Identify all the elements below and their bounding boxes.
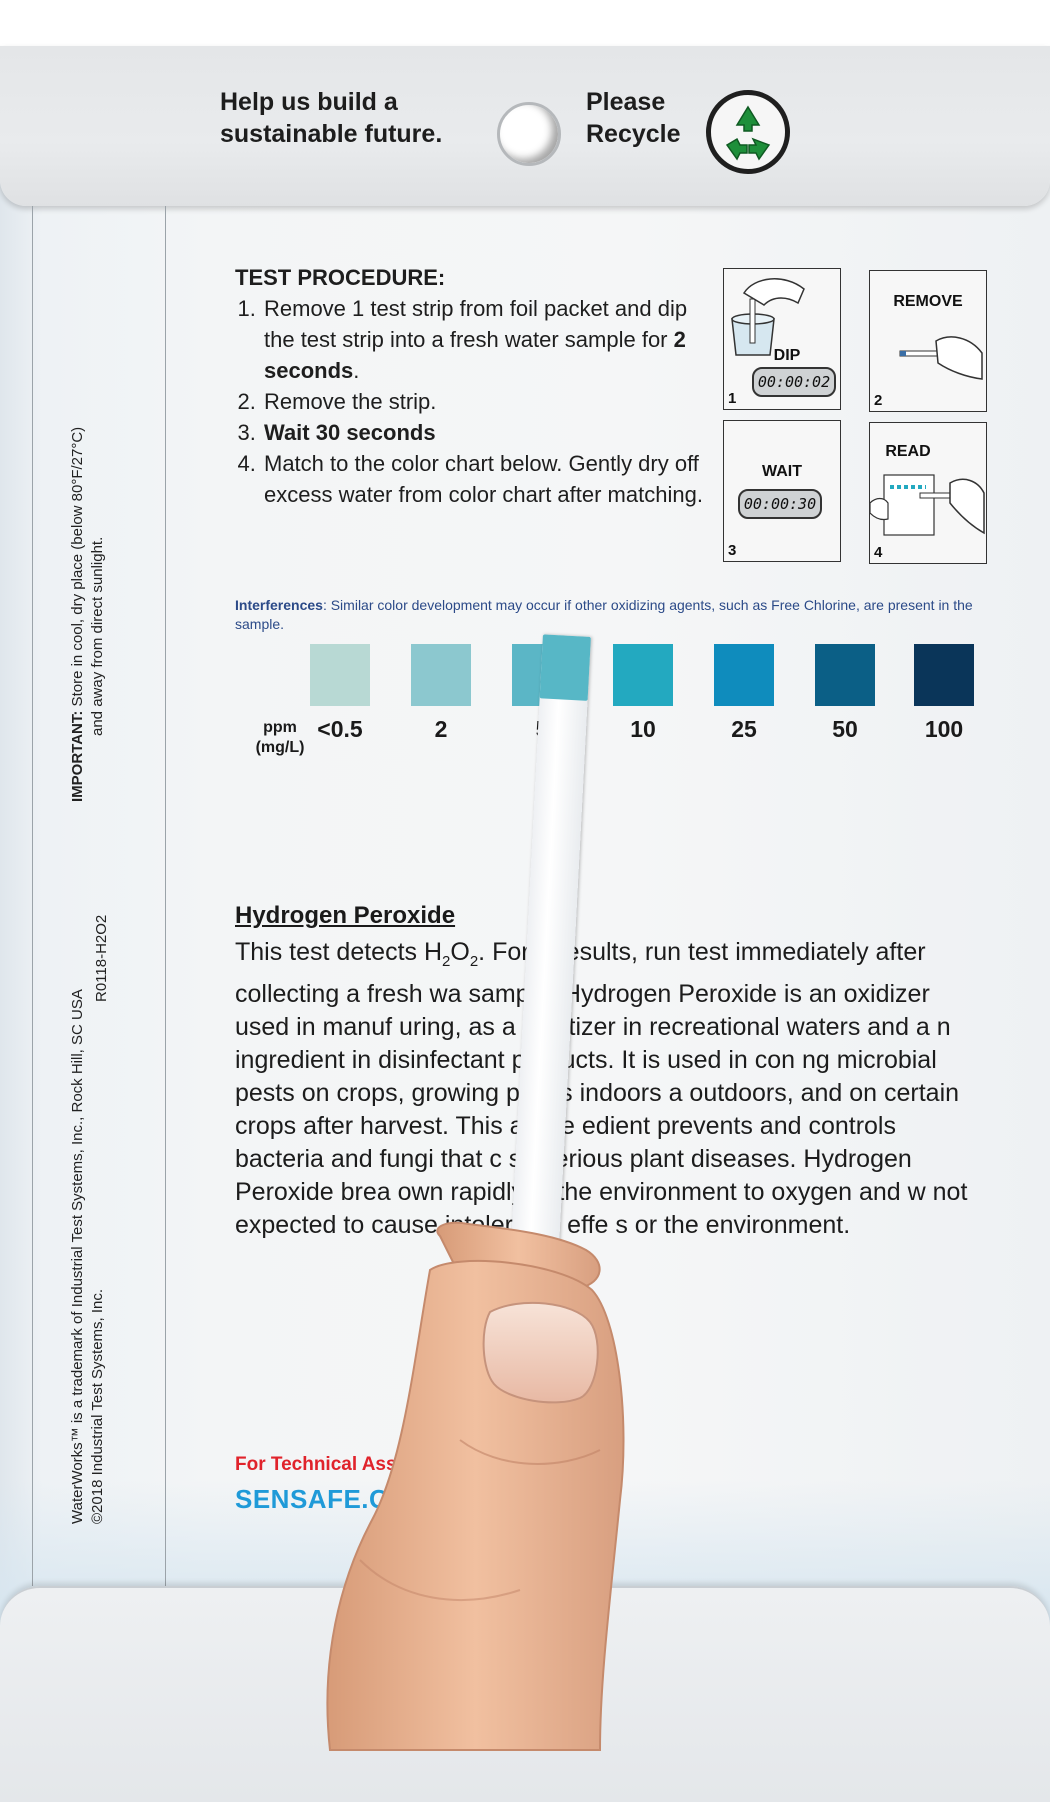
test-strip-pad [539,634,591,701]
please-recycle-text: Please Recycle [586,86,681,150]
procedure-step-1: Remove 1 test strip from foil packet and… [262,293,715,386]
wait-label: WAIT [762,463,802,480]
product-code: R0118-H2O2 [93,914,110,1002]
color-chart [300,644,990,714]
procedure-step-3: Wait 30 seconds [262,417,715,448]
trademark-line2: ©2018 Industrial Test Systems, Inc. [89,1288,106,1524]
recycle-icon [706,90,790,174]
color-chart-labels: ppm (mg/L) <0.5 2 5 10 25 50 100 [240,712,1000,762]
interferences-note: Interferences: Similar color development… [235,596,995,634]
step-panel-wait: WAIT 00:00:30 3 [723,420,841,562]
trademark-line1: WaterWorks™ is a trademark of Industrial… [69,989,86,1524]
ppm-value: 25 [731,716,757,742]
step-number: 3 [728,542,737,559]
technical-assistance-text: For Technical Assis [235,1454,413,1475]
color-swatch [914,644,974,706]
dip-label: DIP [773,347,801,364]
hang-hole [497,102,561,166]
interferences-text: : Similar color development may occur if… [235,597,973,632]
flap-left-line2: sustainable future. [220,120,443,148]
remove-label: REMOVE [893,293,963,310]
storage-notice: IMPORTANT: Store in cool, dry place (bel… [68,427,108,802]
important-label: IMPORTANT: [69,710,86,802]
color-swatch [613,644,673,706]
sustainable-future-text: Help us build a sustainable future. [220,86,442,150]
dip-illustration-icon [731,278,805,356]
side-divider [32,206,33,1586]
important-line1: Store in cool, dry place (below 80°F/27°… [69,426,86,711]
color-swatch [310,644,370,706]
important-line2: and away from direct sunlight. [89,536,106,736]
unit-label: ppm (mg/L) [255,719,305,756]
procedure-step-4: Match to the color chart below. Gently d… [262,448,715,510]
read-illustration-icon [870,474,985,536]
color-swatch [411,644,471,706]
trademark-notice: WaterWorks™ is a trademark of Industrial… [68,989,108,1524]
color-swatch [714,644,774,706]
step-panel-dip: DIP 00:00:02 1 [723,268,841,410]
ppm-value: <0.5 [317,716,363,742]
read-label: READ [885,443,931,460]
test-procedure: TEST PROCEDURE: Remove 1 test strip from… [235,262,715,510]
hydrogen-peroxide-description: This test detects H2O2. For b results, r… [235,938,968,1239]
top-flap: Help us build a sustainable future. Plea… [0,46,1050,206]
dip-timer: 00:00:02 [752,367,836,397]
flap-right-line1: Please [586,88,666,116]
procedure-heading: TEST PROCEDURE: [235,265,446,290]
step-panel-read: READ 4 [869,422,987,564]
flap-left-line1: Help us build a [220,88,398,116]
ppm-value: 100 [924,716,964,742]
interferences-label: Interferences [235,597,323,613]
step-number: 2 [874,392,883,409]
ppm-value: 50 [832,716,858,742]
wait-timer: 00:00:30 [738,489,822,519]
bottom-flap [0,1586,1050,1802]
step-number: 4 [874,544,883,561]
hydrogen-peroxide-heading: Hydrogen Peroxide [235,902,456,929]
ppm-value: 10 [630,716,656,742]
remove-illustration-icon [899,336,983,380]
color-swatch [815,644,875,706]
flap-right-line2: Recycle [586,120,681,148]
step-panel-remove: REMOVE 2 [869,270,987,412]
side-divider [165,206,166,1586]
ppm-value: 2 [434,716,448,742]
procedure-steps: Remove 1 test strip from foil packet and… [235,293,715,510]
procedure-step-2: Remove the strip. [262,386,715,417]
website-link[interactable]: SENSAFE.COM [235,1484,432,1514]
step-number: 1 [728,390,737,407]
